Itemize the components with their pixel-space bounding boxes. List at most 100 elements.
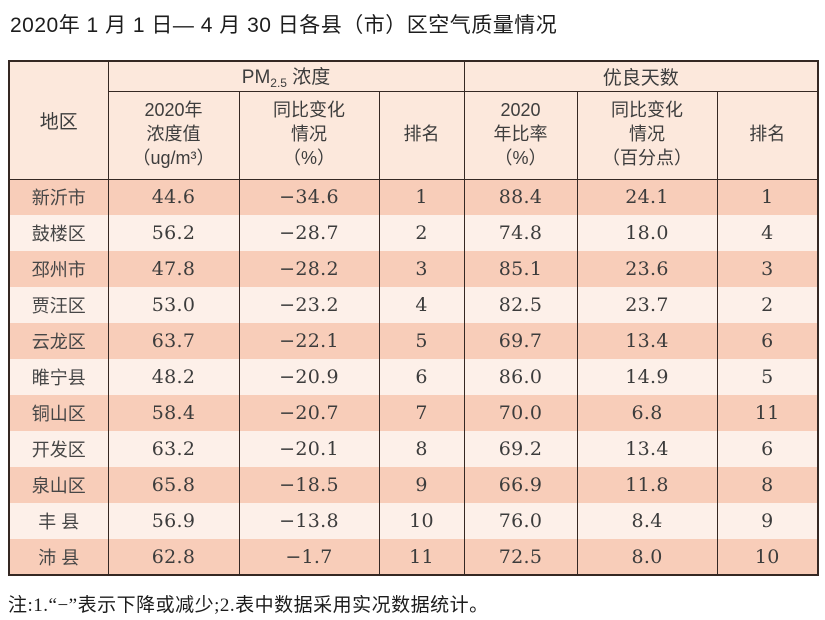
value-cell: 53.0 xyxy=(108,287,240,323)
value-cell: 4 xyxy=(379,287,465,323)
table-body: 新沂市 44.6 −34.6 1 88.4 24.1 1 鼓楼区 56.2 −28.7 2 74.8 1… xyxy=(9,179,819,575)
region-cell: 泉山区 xyxy=(9,467,109,503)
value-cell: 13.4 xyxy=(577,323,718,359)
table-row: 铜山区 58.4 −20.7 7 70.0 6.8 11 xyxy=(9,395,819,431)
value-cell: 65.8 xyxy=(108,467,240,503)
column-group-good-days: 优良天数 xyxy=(464,61,819,92)
region-cell: 鼓楼区 xyxy=(9,215,109,251)
value-cell: 8 xyxy=(717,467,819,503)
value-cell: 88.4 xyxy=(464,179,578,215)
value-cell: 4 xyxy=(717,215,819,251)
value-cell: 44.6 xyxy=(108,179,240,215)
value-cell: 24.1 xyxy=(577,179,718,215)
table-row: 睢宁县 48.2 −20.9 6 86.0 14.9 5 xyxy=(9,359,819,395)
value-cell: 63.2 xyxy=(108,431,240,467)
value-cell: 18.0 xyxy=(577,215,718,251)
table-row: 云龙区 63.7 −22.1 5 69.7 13.4 6 xyxy=(9,323,819,359)
pm-label: PM xyxy=(241,67,271,89)
value-cell: 58.4 xyxy=(108,395,240,431)
value-cell: 14.9 xyxy=(577,359,718,395)
region-cell: 开发区 xyxy=(9,431,109,467)
region-cell: 丰 县 xyxy=(9,503,109,539)
table-row: 鼓楼区 56.2 −28.7 2 74.8 18.0 4 xyxy=(9,215,819,251)
sub-header-row: 2020年 浓度值 （ug/m³） 同比变化 情况 （%） 排名 2020 年比… xyxy=(9,91,819,180)
value-cell: −18.5 xyxy=(239,467,380,503)
value-cell: −28.7 xyxy=(239,215,380,251)
value-cell: 8.4 xyxy=(577,503,718,539)
page-title: 2020年 1 月 1 日— 4 月 30 日各县（市）区空气质量情况 xyxy=(10,14,558,37)
value-cell: 76.0 xyxy=(464,503,578,539)
value-cell: 8.0 xyxy=(577,539,718,575)
value-cell: 9 xyxy=(717,503,819,539)
region-cell: 铜山区 xyxy=(9,395,109,431)
region-cell: 沛 县 xyxy=(9,539,109,575)
value-cell: 47.8 xyxy=(108,251,240,287)
region-cell: 邳州市 xyxy=(9,251,109,287)
value-cell: −20.1 xyxy=(239,431,380,467)
value-cell: 72.5 xyxy=(464,539,578,575)
value-cell: 1 xyxy=(379,179,465,215)
column-header-ratio-change: 同比变化 情况 （百分点） xyxy=(577,91,718,180)
value-cell: 10 xyxy=(379,503,465,539)
value-cell: 69.7 xyxy=(464,323,578,359)
table-row: 邳州市 47.8 −28.2 3 85.1 23.6 3 xyxy=(9,251,819,287)
table-row: 贾汪区 53.0 −23.2 4 82.5 23.7 2 xyxy=(9,287,819,323)
value-cell: 74.8 xyxy=(464,215,578,251)
table-row: 泉山区 65.8 −18.5 9 66.9 11.8 8 xyxy=(9,467,819,503)
column-header-pm-rank: 排名 xyxy=(379,91,465,180)
column-header-pm-change: 同比变化 情况 （%） xyxy=(239,91,380,180)
value-cell: −20.7 xyxy=(239,395,380,431)
value-cell: 23.6 xyxy=(577,251,718,287)
value-cell: 69.2 xyxy=(464,431,578,467)
pm-subscript: 2.5 xyxy=(270,76,287,91)
table-row: 丰 县 56.9 −13.8 10 76.0 8.4 9 xyxy=(9,503,819,539)
value-cell: 3 xyxy=(379,251,465,287)
group-header-row: 地区 PM2.5 浓度 优良天数 xyxy=(9,61,819,180)
table-header: 地区 PM2.5 浓度 优良天数 2020年 浓度值 （ug/m³） 同比变化 … xyxy=(9,61,819,180)
value-cell: 11 xyxy=(717,395,819,431)
table-row: 新沂市 44.6 −34.6 1 88.4 24.1 1 xyxy=(9,179,819,215)
value-cell: 86.0 xyxy=(464,359,578,395)
table-row: 沛 县 62.8 −1.7 11 72.5 8.0 10 xyxy=(9,539,819,575)
value-cell: 5 xyxy=(379,323,465,359)
region-cell: 云龙区 xyxy=(9,323,109,359)
value-cell: −28.2 xyxy=(239,251,380,287)
value-cell: 8 xyxy=(379,431,465,467)
pm-suffix-label: 浓度 xyxy=(286,67,331,89)
value-cell: 66.9 xyxy=(464,467,578,503)
value-cell: 13.4 xyxy=(577,431,718,467)
value-cell: 56.9 xyxy=(108,503,240,539)
value-cell: 2 xyxy=(717,287,819,323)
value-cell: −23.2 xyxy=(239,287,380,323)
value-cell: −34.6 xyxy=(239,179,380,215)
column-group-pm25: PM2.5 浓度 xyxy=(108,61,465,92)
region-cell: 贾汪区 xyxy=(9,287,109,323)
value-cell: 5 xyxy=(717,359,819,395)
value-cell: −20.9 xyxy=(239,359,380,395)
value-cell: 6.8 xyxy=(577,395,718,431)
column-header-region: 地区 xyxy=(9,61,109,180)
value-cell: 7 xyxy=(379,395,465,431)
value-cell: 62.8 xyxy=(108,539,240,575)
value-cell: 1 xyxy=(717,179,819,215)
value-cell: 11 xyxy=(379,539,465,575)
value-cell: −13.8 xyxy=(239,503,380,539)
value-cell: 56.2 xyxy=(108,215,240,251)
value-cell: 2 xyxy=(379,215,465,251)
value-cell: −1.7 xyxy=(239,539,380,575)
value-cell: 3 xyxy=(717,251,819,287)
value-cell: 6 xyxy=(379,359,465,395)
value-cell: 11.8 xyxy=(577,467,718,503)
value-cell: 10 xyxy=(717,539,819,575)
value-cell: 48.2 xyxy=(108,359,240,395)
footnote: 注:1.“−”表示下降或减少;2.表中数据采用实况数据统计。 xyxy=(8,595,489,616)
column-header-ratio: 2020 年比率 （%） xyxy=(464,91,578,180)
value-cell: 6 xyxy=(717,323,819,359)
region-cell: 睢宁县 xyxy=(9,359,109,395)
region-cell: 新沂市 xyxy=(9,179,109,215)
value-cell: −22.1 xyxy=(239,323,380,359)
value-cell: 23.7 xyxy=(577,287,718,323)
value-cell: 70.0 xyxy=(464,395,578,431)
value-cell: 85.1 xyxy=(464,251,578,287)
